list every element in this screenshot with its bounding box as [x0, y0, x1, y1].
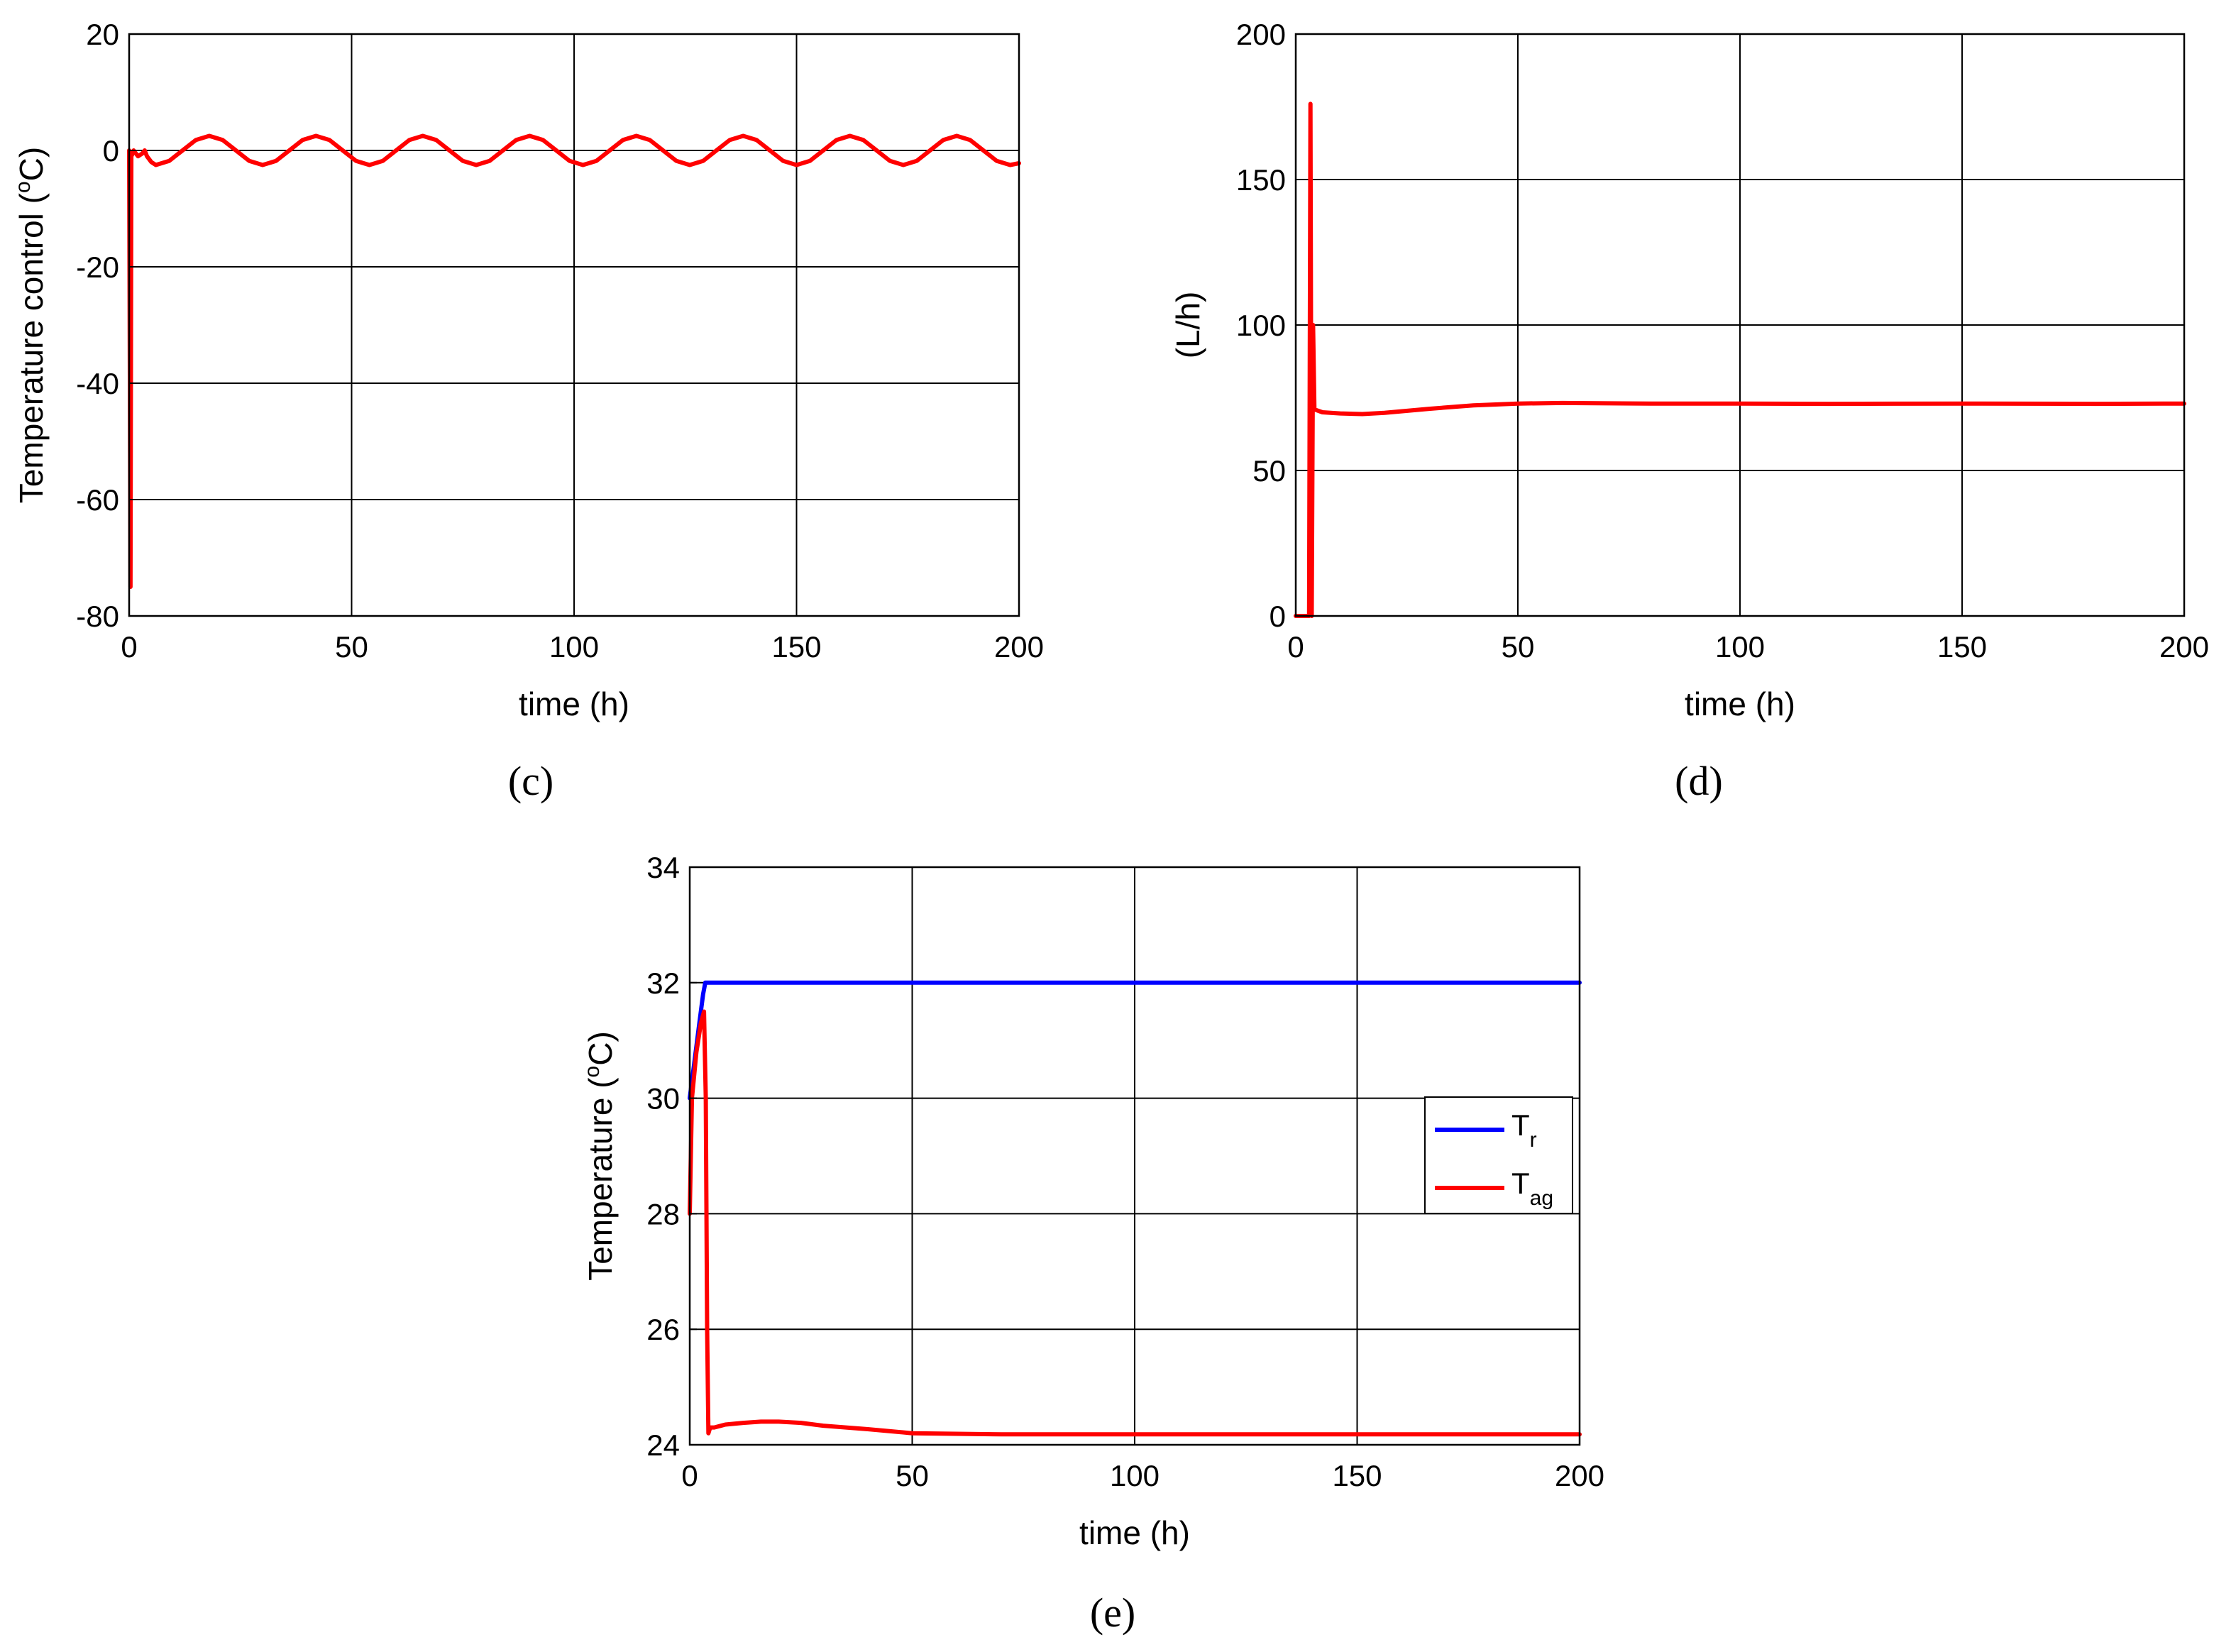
- y-tick-label: -20: [76, 250, 119, 284]
- x-tick-label: 0: [1287, 630, 1304, 663]
- y-tick-label: 32: [646, 967, 680, 1000]
- x-axis-label: time (h): [519, 685, 629, 722]
- x-tick-label: 50: [335, 630, 368, 663]
- y-axis-label-unit: C): [13, 147, 50, 182]
- x-tick-label: 50: [1502, 630, 1535, 663]
- y-tick-label: -40: [76, 367, 119, 400]
- y-tick-label: 0: [103, 134, 119, 167]
- y-tick-label: 28: [646, 1197, 680, 1230]
- legend-label-tr: Tr: [1511, 1108, 1537, 1152]
- y-axis-label-degree: o: [580, 1066, 604, 1078]
- panel-label: (e): [1090, 1590, 1135, 1636]
- x-tick-label: 0: [121, 630, 137, 663]
- y-tick-label: 34: [646, 851, 680, 884]
- y-axis-label-text: Temperature (: [582, 1077, 619, 1281]
- legend-label-tag: Tag: [1511, 1167, 1553, 1210]
- y-tick-label: 30: [646, 1082, 680, 1116]
- legend-label-main: T: [1511, 1167, 1530, 1200]
- x-axis-label: time (h): [1079, 1514, 1190, 1551]
- x-tick-label: 100: [1110, 1459, 1160, 1492]
- y-axis-label-text: Temperature control (: [13, 192, 50, 503]
- y-axis-label-unit: C): [582, 1031, 619, 1066]
- panel-label: (c): [508, 758, 554, 804]
- x-tick-label: 0: [681, 1459, 698, 1492]
- y-tick-label: 200: [1236, 18, 1286, 51]
- legend-box: [1424, 1096, 1573, 1214]
- y-tick-label: -60: [76, 483, 119, 517]
- panel-e-temperature: 0 50 100 150 200 24 26 28 30 32 34 time (h) Temperat…: [580, 851, 1604, 1636]
- legend-label-sub: ag: [1530, 1186, 1553, 1210]
- panel-label: (d): [1675, 758, 1723, 804]
- y-axis-label-degree: o: [11, 181, 35, 193]
- panel-d-flow-rate: 0 50 100 150 200 0 50 100 150 200 time (h) (L/h) (d): [1169, 18, 2209, 804]
- panel-c-temperature-control: 0 50 100 150 200 -80 -60 -40 -20 0 20 time (h) Tempe…: [11, 18, 1044, 804]
- y-axis-label: Temperature (oC): [580, 1031, 619, 1281]
- y-tick-label: 20: [86, 18, 119, 51]
- legend-label-main: T: [1511, 1108, 1530, 1142]
- y-tick-label: 26: [646, 1313, 680, 1346]
- legend-label-sub: r: [1530, 1128, 1537, 1152]
- x-axis-label: time (h): [1685, 685, 1795, 722]
- x-tick-label: 150: [1937, 630, 1987, 663]
- x-tick-label: 150: [771, 630, 821, 663]
- series-line-0: [1294, 101, 2186, 618]
- x-tick-label: 100: [549, 630, 599, 663]
- y-tick-label: 100: [1236, 309, 1286, 342]
- y-axis-label: Temperature control (oC): [11, 147, 50, 503]
- y-tick-label: 150: [1236, 163, 1286, 197]
- y-tick-label: 0: [1270, 600, 1286, 633]
- x-tick-label: 150: [1332, 1459, 1382, 1492]
- y-axis-label: (L/h): [1169, 292, 1206, 359]
- y-tick-label: 50: [1252, 454, 1286, 488]
- x-tick-label: 200: [994, 630, 1044, 663]
- y-tick-label: 24: [646, 1428, 680, 1462]
- x-tick-label: 200: [1555, 1459, 1604, 1492]
- y-tick-label: -80: [76, 600, 119, 633]
- x-tick-label: 100: [1715, 630, 1765, 663]
- x-tick-label: 50: [896, 1459, 929, 1492]
- series-line-tag: [688, 1009, 1582, 1437]
- x-tick-label: 200: [2159, 630, 2209, 663]
- series-line-0: [127, 133, 1021, 589]
